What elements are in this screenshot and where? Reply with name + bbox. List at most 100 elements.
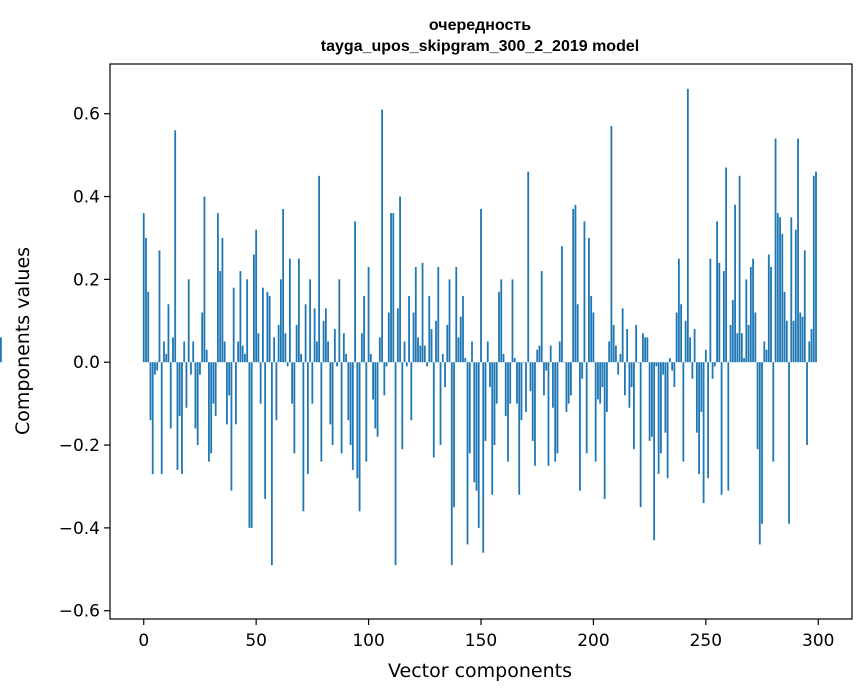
bar (190, 362, 192, 375)
bar (421, 262, 424, 363)
bar (244, 353, 246, 363)
bar (781, 233, 784, 363)
bar (172, 337, 174, 363)
bar (0, 337, 2, 363)
bar (617, 362, 620, 375)
bar (572, 208, 575, 363)
bar (516, 362, 518, 404)
bar (689, 337, 692, 363)
bar (466, 362, 469, 545)
x-axis-label: Vector components (388, 660, 572, 682)
bar (788, 362, 790, 524)
bar (655, 362, 658, 367)
bar (331, 362, 334, 446)
bar (181, 362, 183, 475)
bar (743, 358, 745, 363)
bar (410, 362, 413, 421)
bar (208, 362, 210, 462)
bar (450, 362, 453, 566)
bar (765, 349, 768, 363)
bar (606, 362, 608, 412)
bar (504, 362, 507, 417)
bar (149, 362, 152, 421)
bar (405, 362, 408, 367)
x-tick-label: 50 (245, 631, 267, 651)
y-tick-label: 0.6 (73, 105, 100, 125)
bar (295, 324, 298, 363)
bar (808, 341, 811, 363)
bar (401, 362, 404, 450)
bar (178, 362, 181, 417)
bar (369, 353, 372, 363)
bar (657, 362, 660, 475)
bar (365, 362, 368, 462)
bar (237, 341, 240, 363)
bar (754, 312, 757, 363)
y-tick-label: −0.6 (59, 602, 100, 622)
bar (615, 345, 617, 363)
bar (731, 300, 734, 363)
bar (531, 362, 534, 441)
bar (457, 337, 460, 363)
bar (621, 308, 624, 363)
bar (601, 362, 604, 388)
bar (378, 337, 381, 363)
bar (396, 308, 399, 363)
bar (167, 304, 170, 363)
bar (608, 341, 611, 363)
bar (709, 258, 712, 363)
bar (219, 271, 222, 363)
bar (619, 353, 622, 363)
bar (626, 329, 629, 363)
bar (376, 362, 379, 437)
bar (671, 362, 674, 371)
bar (203, 196, 206, 363)
bar (633, 362, 635, 450)
bar (160, 362, 163, 475)
bar (253, 254, 255, 363)
bar (342, 333, 345, 363)
bar (246, 279, 249, 363)
bar (565, 362, 568, 412)
bar (525, 362, 527, 412)
bar (725, 167, 727, 363)
bar (174, 130, 177, 363)
bar (576, 304, 579, 363)
bar (196, 362, 199, 446)
bar (185, 362, 188, 408)
bar (145, 237, 147, 363)
bar (707, 362, 709, 479)
bar (635, 324, 638, 363)
bar (628, 362, 631, 408)
bar (774, 138, 777, 363)
bar (677, 258, 680, 363)
bar (500, 279, 503, 363)
bar (313, 308, 316, 363)
bar (432, 362, 435, 458)
bar (304, 304, 307, 363)
bar (214, 362, 217, 417)
bar (462, 295, 464, 363)
bar (248, 362, 251, 528)
bar (142, 213, 145, 363)
bar (491, 362, 494, 495)
bar (300, 353, 303, 363)
bar (783, 291, 786, 363)
bar (212, 362, 215, 404)
bar (358, 362, 361, 512)
bar (522, 362, 525, 363)
bar (417, 337, 419, 363)
bar (792, 320, 795, 363)
bar (273, 337, 276, 363)
bar (790, 217, 793, 363)
bar (430, 329, 433, 363)
bar (554, 362, 557, 462)
bar (756, 362, 759, 450)
bar (664, 362, 667, 433)
bar (680, 304, 683, 363)
chart-title: очередность (429, 17, 531, 34)
bar (556, 362, 559, 454)
bar (381, 109, 383, 363)
bar (288, 258, 291, 363)
bar (412, 312, 415, 363)
